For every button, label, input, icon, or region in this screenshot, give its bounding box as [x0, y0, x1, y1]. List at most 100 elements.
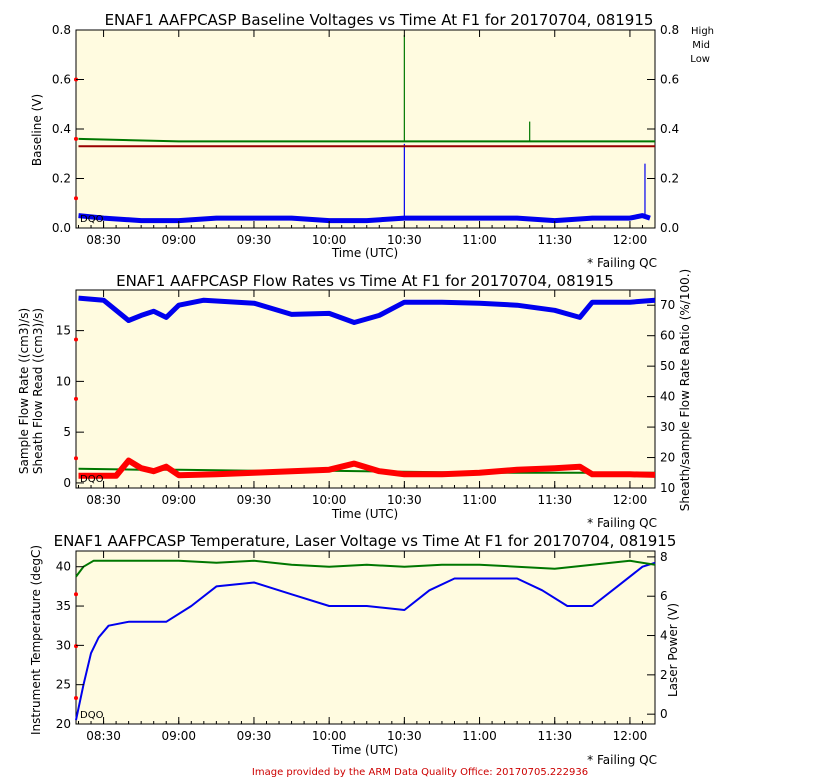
y-tick-label-right: 0.4 [660, 122, 679, 136]
series-line-sheath-flow-read [78, 295, 656, 325]
y-tick-label: 20 [56, 717, 71, 731]
panel-2-y-label-sample: Sample Flow Rate ((cm3)/s) [17, 308, 31, 474]
y-tick-label: 15 [56, 324, 71, 338]
y-tick-label-right: 8 [660, 550, 668, 564]
panel-1-dqo-label: DQO [80, 214, 104, 225]
panel-3-y-label-laser: Laser Power (V) [666, 603, 680, 697]
panel-3-failing-qc: * Failing QC [587, 753, 657, 767]
y-tick-label: 10 [56, 374, 71, 388]
x-tick-label: 12:00 [613, 729, 648, 743]
qc-marker [74, 592, 78, 597]
y-tick-label: 0.2 [52, 172, 71, 186]
x-tick-label: 09:00 [161, 233, 196, 247]
y-tick-label-right: 20 [660, 451, 675, 465]
series-line-laser-power [75, 559, 656, 578]
x-tick-label: 10:00 [312, 729, 347, 743]
panel-1-axes: 08:30 09:00 09:30 10:00 10:30 11:00 11:30 12:00… [52, 23, 679, 247]
x-tick-label: 11:30 [537, 233, 572, 247]
panel-1-y-label: Baseline (V) [30, 94, 44, 166]
x-tick-label: 10:00 [312, 493, 347, 507]
y-tick-label-right: 10 [660, 481, 675, 495]
series-line-instrument-temperature [75, 561, 656, 721]
x-tick-label: 09:30 [237, 233, 272, 247]
x-tick-label: 09:30 [237, 729, 272, 743]
series-line-mid [78, 137, 655, 143]
panel-3-y-label-temperature: Instrument Temperature (degC) [29, 545, 43, 735]
qc-marker [74, 696, 78, 701]
baseline-voltages-panel: ENAF1 AAFPCASP Baseline Voltages vs Time… [30, 11, 714, 270]
x-tick-label: 09:30 [237, 493, 272, 507]
y-tick-label-right: 4 [660, 629, 668, 643]
panel-3-title: ENAF1 AAFPCASP Temperature, Laser Voltag… [54, 532, 677, 550]
panel-3-plot-area [75, 550, 656, 725]
panel-2-series [74, 295, 656, 479]
panel-2-dqo-label: DQO [80, 474, 104, 485]
y-tick-label: 0 [63, 476, 71, 490]
y-tick-label-right: 30 [660, 420, 675, 434]
legend-high: High [691, 26, 714, 37]
y-tick-label-right: 0.8 [660, 23, 679, 37]
panel-2-failing-qc: * Failing QC [587, 516, 657, 530]
x-tick-label: 10:30 [387, 233, 422, 247]
x-tick-label: 12:00 [613, 233, 648, 247]
x-tick-label: 08:30 [86, 493, 121, 507]
x-tick-label: 08:30 [86, 729, 121, 743]
flow-rates-panel: ENAF1 AAFPCASP Flow Rates vs Time At F1 … [17, 269, 692, 530]
qc-marker [74, 196, 78, 201]
y-tick-label: 40 [56, 560, 71, 574]
y-tick-label: 0.8 [52, 23, 71, 37]
panel-3-x-label: Time (UTC) [331, 743, 398, 757]
x-tick-label: 09:00 [161, 729, 196, 743]
x-tick-label: 10:30 [387, 729, 422, 743]
panel-2-y-label-sheath: Sheath Flow Read ((cm3)/s) [31, 308, 45, 474]
panel-1-series [74, 34, 655, 224]
x-tick-label: 11:00 [462, 729, 497, 743]
x-tick-label: 10:00 [312, 233, 347, 247]
qc-marker [74, 337, 78, 342]
panel-2-plot-area [75, 289, 656, 489]
panel-2-y-label-ratio: Sheath/sample Flow Rate Ratio (%/100.) [678, 269, 692, 511]
qc-marker [74, 136, 78, 141]
panel-1-x-label: Time (UTC) [331, 246, 398, 260]
qc-marker [74, 644, 78, 649]
legend-mid: Mid [692, 40, 710, 51]
y-tick-label-right: 60 [660, 329, 675, 343]
y-tick-label: 5 [63, 425, 71, 439]
y-tick-label: 0.6 [52, 73, 71, 87]
panel-2-axes: 08:30 09:00 09:30 10:00 10:30 11:00 11:30 12:00… [56, 290, 675, 507]
x-tick-label: 10:30 [387, 493, 422, 507]
y-tick-label-right: 6 [660, 589, 668, 603]
panel-2-x-label: Time (UTC) [331, 507, 398, 521]
legend-low: Low [690, 54, 710, 65]
qc-marker [74, 396, 78, 401]
panel-2-title: ENAF1 AAFPCASP Flow Rates vs Time At F1 … [116, 272, 614, 290]
y-tick-label: 25 [56, 678, 71, 692]
y-tick-label-right: 50 [660, 359, 675, 373]
panel-1-failing-qc: * Failing QC [587, 256, 657, 270]
y-tick-label: 0.4 [52, 122, 71, 136]
x-tick-label: 11:30 [537, 493, 572, 507]
panel-1-plot-area [75, 29, 656, 229]
panel-3-axes: 08:30 09:00 09:30 10:00 10:30 11:00 11:30 12:00… [56, 550, 668, 743]
x-tick-label: 09:00 [161, 493, 196, 507]
x-tick-label: 12:00 [613, 493, 648, 507]
y-tick-label-right: 70 [660, 298, 675, 312]
y-tick-label: 0.0 [52, 221, 71, 235]
y-tick-label-right: 0 [660, 707, 668, 721]
panel-1-title: ENAF1 AAFPCASP Baseline Voltages vs Time… [105, 11, 654, 29]
y-tick-label-right: 0.6 [660, 73, 679, 87]
y-tick-label: 35 [56, 599, 71, 613]
y-tick-label-right: 2 [660, 668, 668, 682]
x-tick-label: 11:30 [537, 729, 572, 743]
y-tick-label-right: 0.2 [660, 172, 679, 186]
series-line-high [78, 213, 651, 224]
panel-3-series [74, 559, 656, 721]
series-line-sheath-sample-flow-rate-ratio [78, 457, 656, 479]
qc-marker [74, 456, 78, 461]
temperature-laser-panel: ENAF1 AAFPCASP Temperature, Laser Voltag… [29, 532, 680, 767]
panel-3-dqo-label: DQO [80, 710, 104, 721]
x-tick-label: 08:30 [86, 233, 121, 247]
y-tick-label: 30 [56, 638, 71, 652]
x-tick-label: 11:00 [462, 233, 497, 247]
